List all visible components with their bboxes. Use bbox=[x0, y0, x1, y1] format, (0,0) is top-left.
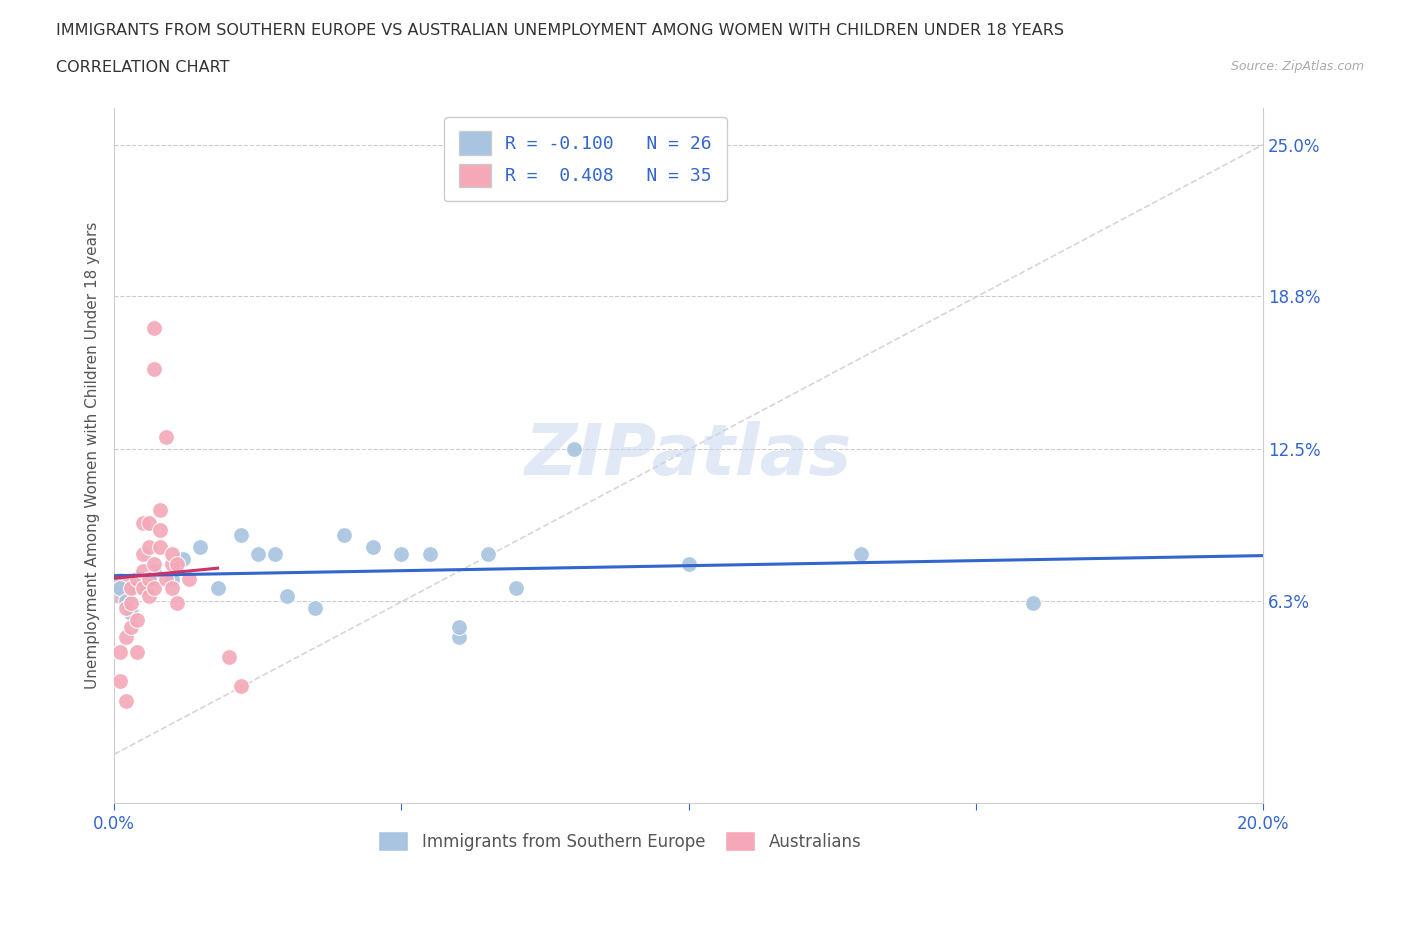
Point bbox=[127, 644, 149, 659]
Point bbox=[143, 581, 166, 596]
Point bbox=[155, 430, 177, 445]
Point bbox=[149, 539, 172, 554]
Point bbox=[138, 539, 160, 554]
Point bbox=[419, 547, 441, 562]
Point bbox=[477, 547, 499, 562]
Y-axis label: Unemployment Among Women with Children Under 18 years: Unemployment Among Women with Children U… bbox=[86, 222, 100, 689]
Point bbox=[304, 601, 326, 616]
Point bbox=[132, 547, 155, 562]
Point bbox=[149, 523, 172, 538]
Point bbox=[127, 613, 149, 628]
Point bbox=[132, 581, 155, 596]
Point bbox=[143, 564, 166, 578]
Point bbox=[849, 547, 872, 562]
Point bbox=[166, 557, 188, 572]
Point bbox=[120, 620, 142, 635]
Point bbox=[229, 527, 252, 542]
Point bbox=[132, 581, 155, 596]
Point bbox=[138, 571, 160, 586]
Text: Source: ZipAtlas.com: Source: ZipAtlas.com bbox=[1230, 60, 1364, 73]
Point bbox=[160, 547, 183, 562]
Point bbox=[114, 601, 136, 616]
Point bbox=[143, 362, 166, 377]
Point bbox=[160, 571, 183, 586]
Point bbox=[108, 581, 131, 596]
Point bbox=[132, 564, 155, 578]
Point bbox=[120, 605, 142, 620]
Point bbox=[264, 547, 287, 562]
Point bbox=[207, 581, 229, 596]
Point bbox=[166, 595, 188, 610]
Legend: Immigrants from Southern Europe, Australians: Immigrants from Southern Europe, Austral… bbox=[371, 825, 868, 857]
Point bbox=[143, 557, 166, 572]
Point bbox=[149, 503, 172, 518]
Point bbox=[155, 571, 177, 586]
Point bbox=[562, 442, 585, 457]
Point bbox=[246, 547, 269, 562]
Text: IMMIGRANTS FROM SOUTHERN EUROPE VS AUSTRALIAN UNEMPLOYMENT AMONG WOMEN WITH CHIL: IMMIGRANTS FROM SOUTHERN EUROPE VS AUSTR… bbox=[56, 23, 1064, 38]
Point bbox=[391, 547, 413, 562]
Point bbox=[172, 551, 194, 566]
Point bbox=[108, 581, 131, 596]
Point bbox=[138, 515, 160, 530]
Point bbox=[138, 571, 160, 586]
Point bbox=[114, 593, 136, 608]
Point bbox=[361, 539, 384, 554]
Point bbox=[120, 581, 142, 596]
Point bbox=[114, 630, 136, 644]
Point bbox=[114, 693, 136, 708]
Point bbox=[108, 581, 131, 596]
Text: CORRELATION CHART: CORRELATION CHART bbox=[56, 60, 229, 75]
Point bbox=[160, 557, 183, 572]
Point bbox=[447, 630, 470, 644]
Point bbox=[505, 581, 527, 596]
Point bbox=[678, 557, 700, 572]
Point bbox=[276, 589, 298, 604]
Point bbox=[143, 320, 166, 335]
Point bbox=[229, 679, 252, 694]
Point bbox=[108, 644, 131, 659]
Point bbox=[447, 620, 470, 635]
Point bbox=[108, 673, 131, 688]
Point bbox=[138, 589, 160, 604]
Point bbox=[1022, 595, 1045, 610]
Point bbox=[190, 539, 212, 554]
Point bbox=[127, 571, 149, 586]
Point bbox=[132, 515, 155, 530]
Point bbox=[120, 595, 142, 610]
Point bbox=[160, 581, 183, 596]
Text: ZIPatlas: ZIPatlas bbox=[524, 421, 852, 490]
Point bbox=[333, 527, 356, 542]
Point bbox=[218, 649, 240, 664]
Point bbox=[177, 571, 200, 586]
